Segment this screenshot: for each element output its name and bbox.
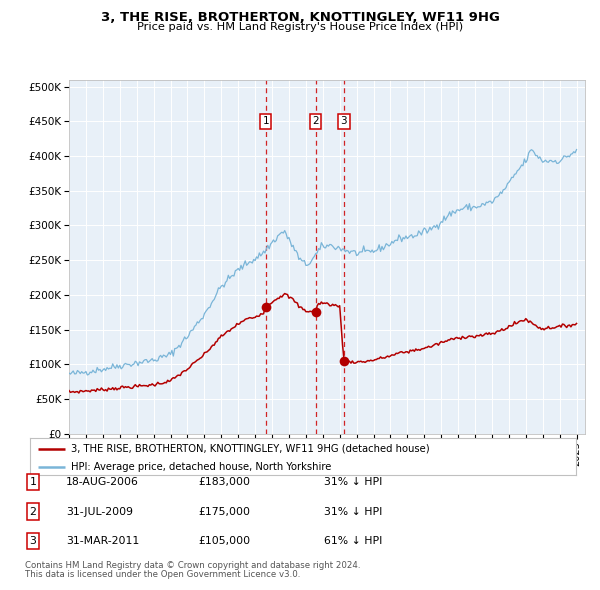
Text: 31-JUL-2009: 31-JUL-2009 [66,507,133,516]
Text: 2: 2 [29,507,37,516]
Text: £175,000: £175,000 [198,507,250,516]
Text: 31-MAR-2011: 31-MAR-2011 [66,536,139,546]
Text: 18-AUG-2006: 18-AUG-2006 [66,477,139,487]
Text: HPI: Average price, detached house, North Yorkshire: HPI: Average price, detached house, Nort… [71,462,331,472]
Text: 61% ↓ HPI: 61% ↓ HPI [324,536,382,546]
Text: £183,000: £183,000 [198,477,250,487]
Text: 1: 1 [29,477,37,487]
Text: This data is licensed under the Open Government Licence v3.0.: This data is licensed under the Open Gov… [25,571,301,579]
Text: 3: 3 [341,116,347,126]
Text: 3, THE RISE, BROTHERTON, KNOTTINGLEY, WF11 9HG: 3, THE RISE, BROTHERTON, KNOTTINGLEY, WF… [101,11,499,24]
Text: 2: 2 [313,116,319,126]
Text: Contains HM Land Registry data © Crown copyright and database right 2024.: Contains HM Land Registry data © Crown c… [25,561,361,570]
Text: 1: 1 [262,116,269,126]
Text: 31% ↓ HPI: 31% ↓ HPI [324,477,382,487]
Text: 3: 3 [29,536,37,546]
Text: 3, THE RISE, BROTHERTON, KNOTTINGLEY, WF11 9HG (detached house): 3, THE RISE, BROTHERTON, KNOTTINGLEY, WF… [71,444,430,454]
Text: Price paid vs. HM Land Registry's House Price Index (HPI): Price paid vs. HM Land Registry's House … [137,22,463,32]
Text: £105,000: £105,000 [198,536,250,546]
Text: 31% ↓ HPI: 31% ↓ HPI [324,507,382,516]
